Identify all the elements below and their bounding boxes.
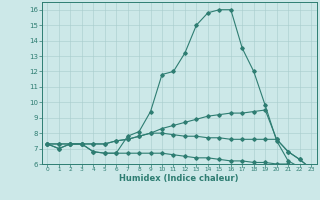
X-axis label: Humidex (Indice chaleur): Humidex (Indice chaleur)	[119, 174, 239, 183]
